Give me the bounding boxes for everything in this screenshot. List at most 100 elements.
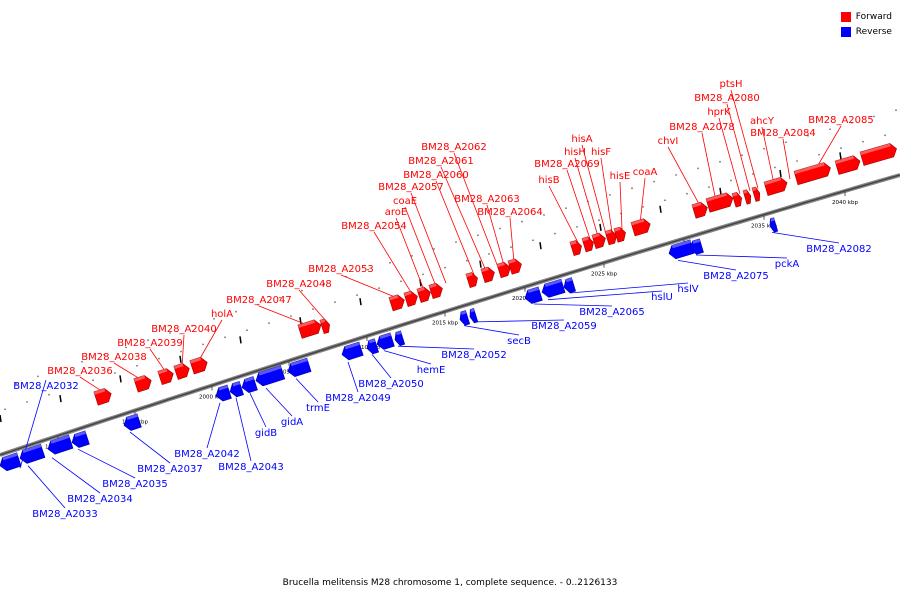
- guide-dot: [367, 268, 369, 271]
- guide-dot: [246, 329, 248, 332]
- tick-mark: [239, 336, 242, 344]
- guide-dot: [235, 310, 237, 313]
- guide-dot: [125, 346, 127, 349]
- forward-gene: [189, 356, 208, 375]
- reverse-gene: [376, 332, 395, 350]
- reverse-swatch: [840, 26, 851, 37]
- guide-dot: [829, 128, 831, 131]
- leader-line: [639, 177, 646, 224]
- guide-dot: [554, 232, 556, 235]
- guide-dot: [323, 282, 325, 285]
- reverse-gene: [563, 277, 576, 294]
- guide-dot: [631, 187, 633, 190]
- gene-label: BM28_A2039: [117, 338, 183, 349]
- reverse-gene: [341, 341, 364, 361]
- leader-line: [566, 169, 591, 240]
- leader-line: [726, 103, 751, 192]
- guide-dot: [169, 332, 171, 334]
- guide-dot: [884, 134, 886, 137]
- gene-label: BM28_A2042: [174, 449, 240, 460]
- reverse-gene: [524, 286, 543, 304]
- guide-dot: [851, 122, 853, 124]
- guide-dot: [411, 255, 413, 257]
- gene-label: holA: [211, 309, 233, 320]
- leader-line: [569, 282, 689, 294]
- guide-dot: [862, 140, 864, 143]
- reverse-gene: [366, 338, 380, 355]
- gene-label: BM28_A2036: [47, 366, 113, 377]
- leader-line: [258, 305, 311, 327]
- guide-dot: [37, 375, 39, 378]
- leader-line: [771, 232, 840, 244]
- leader-line: [373, 231, 413, 295]
- forward-gene: [859, 143, 897, 166]
- legend-forward: Forward: [840, 9, 892, 24]
- guide-dot: [510, 246, 512, 249]
- tick-mark: [839, 152, 842, 160]
- leader-line: [235, 397, 252, 462]
- guide-dot: [59, 368, 61, 370]
- gene-label: BM28_A2054: [341, 221, 407, 232]
- gene-label: hisE: [610, 171, 631, 182]
- gene-label: BM28_A2069: [534, 159, 600, 170]
- guide-dot: [103, 353, 105, 356]
- forward-gene: [591, 232, 606, 249]
- gene-label: BM28_A2059: [531, 321, 597, 332]
- guide-dot: [356, 294, 358, 296]
- forward-gene: [569, 240, 582, 256]
- leader-line: [600, 157, 613, 233]
- guide-dot: [224, 336, 226, 339]
- leader-line: [440, 166, 487, 271]
- tick-mark: [719, 187, 722, 195]
- gene-features: [0, 143, 897, 472]
- leader-line: [667, 146, 701, 206]
- forward-gene: [581, 236, 594, 253]
- gene-label: BM28_A2032: [13, 381, 79, 392]
- leader-line: [206, 402, 221, 449]
- tick-marks: [0, 152, 842, 423]
- gene-label: BM28_A2034: [67, 494, 133, 505]
- chromosome-axis: [0, 173, 900, 457]
- guide-dot: [268, 322, 270, 324]
- gene-label: BM28_A2078: [669, 122, 735, 133]
- forward-gene: [480, 266, 495, 283]
- tick-label: 2000 kbp: [199, 394, 225, 400]
- leader-line: [181, 334, 185, 368]
- guide-dot: [334, 301, 336, 303]
- gene-label: hprK: [707, 107, 731, 118]
- guide-dot: [81, 360, 83, 363]
- guide-dot: [136, 364, 138, 367]
- leader-line: [548, 185, 579, 243]
- forward-gene: [416, 286, 431, 303]
- tick-mark: [179, 355, 182, 363]
- guide-dot: [598, 219, 600, 222]
- forward-gene: [613, 226, 626, 243]
- forward-gene: [731, 191, 742, 208]
- guide-dot: [675, 174, 677, 176]
- guide-dot: [191, 325, 193, 327]
- guide-dot: [543, 214, 545, 216]
- guide-dot: [642, 206, 644, 208]
- guide-dot: [752, 173, 754, 175]
- guide-dot: [466, 259, 468, 262]
- gene-label: aroE: [385, 207, 407, 218]
- forward-gene: [705, 192, 734, 213]
- guide-dot: [4, 408, 6, 411]
- reverse-gene: [0, 452, 22, 472]
- reverse-gene: [769, 217, 779, 233]
- forward-swatch: [840, 11, 851, 22]
- leader-line: [249, 393, 267, 428]
- forward-gene: [763, 177, 788, 196]
- dotted-guides: [4, 109, 897, 411]
- gene-label: BM28_A2080: [694, 93, 760, 104]
- guide-dot: [202, 343, 204, 346]
- forward-gene: [297, 319, 322, 339]
- forward-gene: [428, 282, 443, 300]
- guide-dot: [26, 401, 28, 403]
- gene-label: BM28_A2063: [454, 194, 520, 205]
- forward-gene: [691, 201, 708, 219]
- forward-gene: [834, 155, 861, 175]
- guide-dot: [114, 372, 116, 374]
- caption: Brucella melitensis M28 chromosome 1, co…: [282, 578, 618, 588]
- guide-dot: [609, 194, 611, 196]
